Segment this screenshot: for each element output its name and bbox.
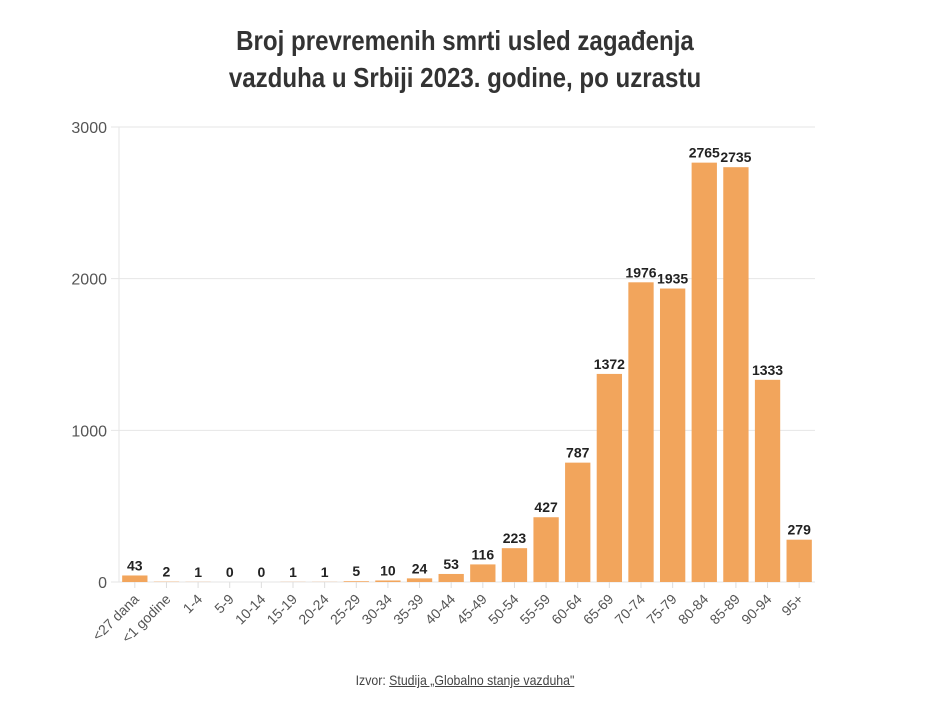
- bars: [122, 162, 812, 583]
- data-label: 787: [566, 445, 590, 461]
- source-prefix: Izvor:: [355, 672, 390, 688]
- x-tick-label: 90-94: [738, 591, 775, 628]
- data-label: 1: [194, 564, 202, 580]
- bar[interactable]: [565, 462, 591, 582]
- x-tick-label: 55-59: [517, 591, 554, 628]
- data-label: 0: [257, 564, 265, 580]
- bar[interactable]: [375, 580, 401, 582]
- data-label: 1372: [594, 356, 625, 372]
- x-tick-label: 15-19: [263, 591, 300, 628]
- y-tick-label: 3000: [71, 120, 107, 137]
- x-tick-label: 25-29: [327, 591, 364, 628]
- x-tick-label: 50-54: [485, 591, 522, 628]
- data-label: 1935: [657, 271, 688, 287]
- data-label: 2765: [689, 145, 720, 161]
- data-label: 1: [289, 564, 297, 580]
- data-label: 0: [226, 564, 234, 580]
- bar[interactable]: [723, 167, 749, 583]
- bar[interactable]: [470, 564, 496, 582]
- x-tick-label: 20-24: [295, 591, 332, 628]
- chart-title-line-1: Broj prevremenih smrti usled zagađenja: [236, 25, 694, 56]
- data-label: 1333: [752, 362, 783, 378]
- data-label: 116: [472, 546, 495, 562]
- data-label: 279: [788, 522, 812, 538]
- bar[interactable]: [406, 578, 433, 582]
- data-label: 5: [352, 563, 360, 579]
- bar[interactable]: [501, 548, 528, 582]
- data-label: 53: [443, 556, 459, 572]
- x-tick-label: 95+: [778, 591, 806, 619]
- data-label: 10: [380, 562, 396, 578]
- bar[interactable]: [596, 373, 623, 582]
- chart-title-line-2: vazduha u Srbiji 2023. godine, po uzrast…: [228, 62, 702, 93]
- data-label: 24: [412, 560, 428, 576]
- y-tick-label: 2000: [71, 272, 107, 289]
- source-note: Izvor: Studija „Globalno stanje vazduha": [56, 672, 874, 688]
- data-label: 43: [127, 557, 143, 573]
- x-axis: <27 dana<1 godine 1-4 5-910-1415-1920-2425…: [89, 582, 806, 646]
- x-tick-label: 5-9: [211, 591, 237, 617]
- data-label: 427: [534, 499, 558, 515]
- source-link[interactable]: Studija „Globalno stanje vazduha": [389, 672, 575, 688]
- x-tick-label: 45-49: [453, 591, 490, 628]
- x-tick-label: 65-69: [580, 591, 617, 628]
- bar[interactable]: [343, 581, 369, 582]
- bar[interactable]: [438, 573, 464, 582]
- bar[interactable]: [786, 539, 812, 582]
- y-tick-label: 1000: [71, 423, 107, 440]
- bar[interactable]: [533, 517, 559, 582]
- bar[interactable]: [659, 288, 686, 582]
- x-tick-label: 1-4: [180, 591, 206, 617]
- x-tick-label: 30-34: [358, 591, 395, 628]
- x-tick-label: 85-89: [706, 591, 743, 628]
- data-label: 1976: [625, 264, 656, 280]
- bar[interactable]: [691, 162, 717, 582]
- bar[interactable]: [628, 282, 654, 582]
- bar[interactable]: [754, 379, 781, 582]
- chart-title: Broj prevremenih smrti usled zagađenja v…: [65, 22, 865, 96]
- x-tick-label: 70-74: [611, 591, 648, 628]
- x-tick-label: 40-44: [422, 591, 459, 628]
- x-tick-label: 60-64: [548, 591, 585, 628]
- data-label: 223: [503, 530, 527, 546]
- data-label: 2: [163, 564, 171, 580]
- x-tick-label: 75-79: [643, 591, 680, 628]
- data-label: 1: [321, 564, 329, 580]
- y-axis: 0 1000 2000 3000: [71, 120, 120, 592]
- x-tick-label: 10-14: [232, 591, 269, 628]
- data-label: 2735: [720, 149, 751, 165]
- x-tick-label: 35-39: [390, 591, 427, 628]
- bar[interactable]: [122, 575, 148, 582]
- x-tick-label: 80-84: [675, 591, 712, 628]
- y-tick-label: 0: [98, 575, 107, 592]
